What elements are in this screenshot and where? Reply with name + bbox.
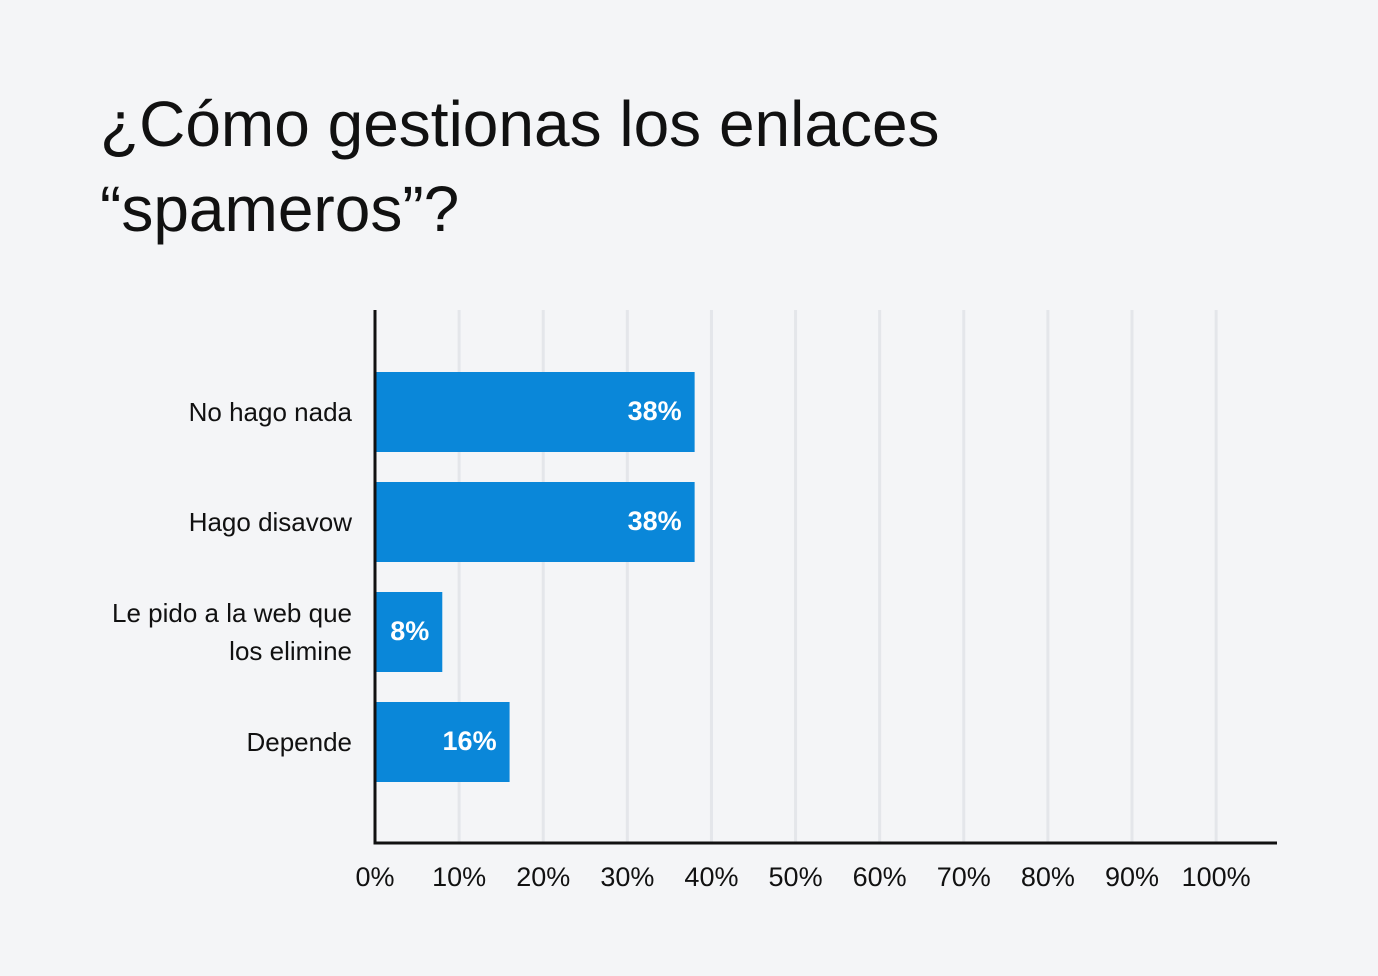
x-tick-label: 100% (1182, 862, 1251, 892)
chart-title: ¿Cómo gestionas los enlaces “spameros”? (100, 88, 940, 245)
x-tick-label: 80% (1021, 862, 1075, 892)
x-tick-label: 30% (600, 862, 654, 892)
value-label: 16% (443, 726, 497, 756)
x-tick-label: 50% (769, 862, 823, 892)
category-label: No hago nada (188, 397, 352, 427)
value-label: 8% (390, 616, 429, 646)
category-label: Depende (246, 727, 352, 757)
value-label: 38% (628, 506, 682, 536)
x-tick-label: 40% (684, 862, 738, 892)
x-tick-label: 20% (516, 862, 570, 892)
bar (375, 482, 695, 562)
bar (375, 372, 695, 452)
x-tick-label: 10% (432, 862, 486, 892)
bar (375, 592, 443, 672)
category-label: Hago disavow (188, 507, 352, 537)
value-label: 38% (628, 396, 682, 426)
category-label: Le pido a la web que los elimine (112, 598, 352, 666)
bar (375, 702, 510, 782)
x-tick-label: 70% (937, 862, 991, 892)
x-tick-label: 60% (853, 862, 907, 892)
x-tick-label: 0% (355, 862, 394, 892)
x-tick-label: 90% (1105, 862, 1159, 892)
